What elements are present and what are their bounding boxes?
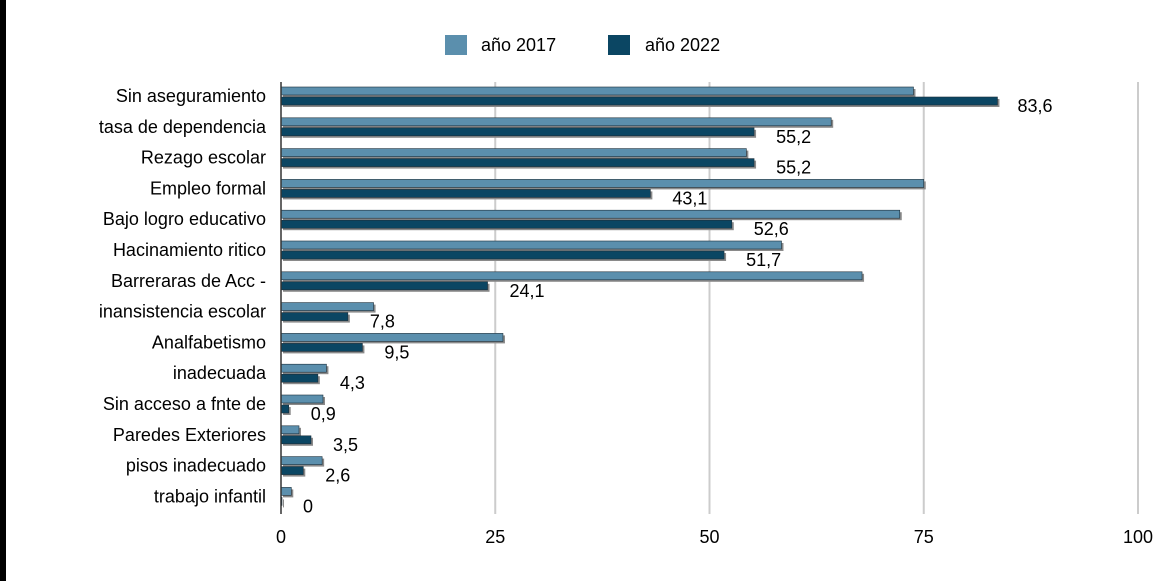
bar-2022-bar <box>280 158 755 167</box>
bar-2017-bar <box>280 179 925 188</box>
category-labels: Sin aseguramiento tasa de dependencia Reza… <box>99 86 267 506</box>
value-label: 51,7 <box>746 250 781 270</box>
bar-2017-bar <box>280 425 300 435</box>
legend: año 2017 año 2022 <box>445 35 720 55</box>
value-labels: 83,6 55,2 55,2 43,1 52,6 51,7 24,1 7,8 9,5 4,30,9… <box>303 96 1052 516</box>
bar-2022-shadow <box>283 499 284 508</box>
bar-2022-bar <box>280 189 651 198</box>
value-label: 55,2 <box>776 158 811 178</box>
value-label: 24,1 <box>510 281 545 301</box>
value-label: 43,1 <box>672 188 707 208</box>
x-tick-label: 0 <box>276 527 286 547</box>
bar-2017-bar <box>280 456 323 465</box>
bar-2017-bar <box>280 240 782 250</box>
x-tick-label: 75 <box>914 527 934 547</box>
category-label: Analfabetismo <box>152 332 266 352</box>
category-label: inadecuada <box>173 363 267 383</box>
legend-swatch-2017 <box>445 35 467 55</box>
bar-2022-bar <box>280 219 733 229</box>
x-tick-label: 25 <box>485 527 505 547</box>
category-label: Paredes Exteriores <box>113 425 266 445</box>
value-label: 83,6 <box>1017 96 1052 116</box>
bar-2017-bar <box>280 302 374 311</box>
category-label: Sin aseguramiento <box>116 86 266 106</box>
category-label: Bajo logro educativo <box>103 209 266 229</box>
x-tick-label: 100 <box>1123 527 1153 547</box>
gridlines <box>494 82 1139 514</box>
bar-2022-bar <box>280 343 363 352</box>
category-label: Barreraras de Acc - <box>111 271 266 291</box>
bar-2022-bar <box>280 373 319 383</box>
bar-2022-bar <box>280 466 304 475</box>
bar-2017-bar <box>280 394 324 404</box>
category-label: pisos inadecuado <box>126 456 266 476</box>
bar-2022-bar <box>280 404 290 414</box>
category-label: Empleo formal <box>150 178 266 198</box>
bar-2017-bar <box>280 209 901 219</box>
value-label: 4,3 <box>340 373 365 393</box>
value-label: 7,8 <box>370 312 395 332</box>
bar-2022-bar <box>280 435 312 445</box>
title-strip <box>6 0 1168 22</box>
value-label: 3,5 <box>333 435 358 455</box>
legend-label-2017: año 2017 <box>481 35 556 55</box>
bar-2017-bar <box>280 117 832 127</box>
category-label: tasa de dependencia <box>99 117 267 137</box>
value-label: 9,5 <box>384 342 409 362</box>
category-label: Hacinamiento ritico <box>113 240 266 260</box>
category-label: Sin acceso a fnte de <box>103 394 266 414</box>
x-tick-label: 50 <box>699 527 719 547</box>
category-label: inansistencia escolar <box>99 302 266 322</box>
bar-2017-bar <box>280 363 327 373</box>
category-label: Rezago escolar <box>141 148 266 168</box>
bar-2022-bar <box>280 312 349 321</box>
bar-2022-bar <box>280 281 488 291</box>
value-label: 2,6 <box>325 466 350 486</box>
bar-2017-bar <box>280 148 747 157</box>
bar-2022-bar <box>280 96 998 106</box>
x-axis-ticks: 0 25 50 75 100 <box>276 527 1153 547</box>
bar-2017-bar <box>280 487 292 496</box>
bars <box>280 86 1000 508</box>
bar-2022-bar <box>280 250 725 260</box>
value-label: 0,9 <box>311 404 336 424</box>
value-label: 55,2 <box>776 127 811 147</box>
category-label: trabajo infantil <box>154 486 266 506</box>
chart-frame <box>6 22 1168 581</box>
legend-label-2022: año 2022 <box>645 35 720 55</box>
legend-swatch-2022 <box>608 35 630 55</box>
value-label: 52,6 <box>754 219 789 239</box>
bar-2022-bar <box>280 127 755 137</box>
bar-2017-bar <box>280 271 863 281</box>
value-label: 0 <box>303 496 313 516</box>
bar-2017-bar <box>280 333 504 342</box>
bar-2017-bar <box>280 86 914 96</box>
